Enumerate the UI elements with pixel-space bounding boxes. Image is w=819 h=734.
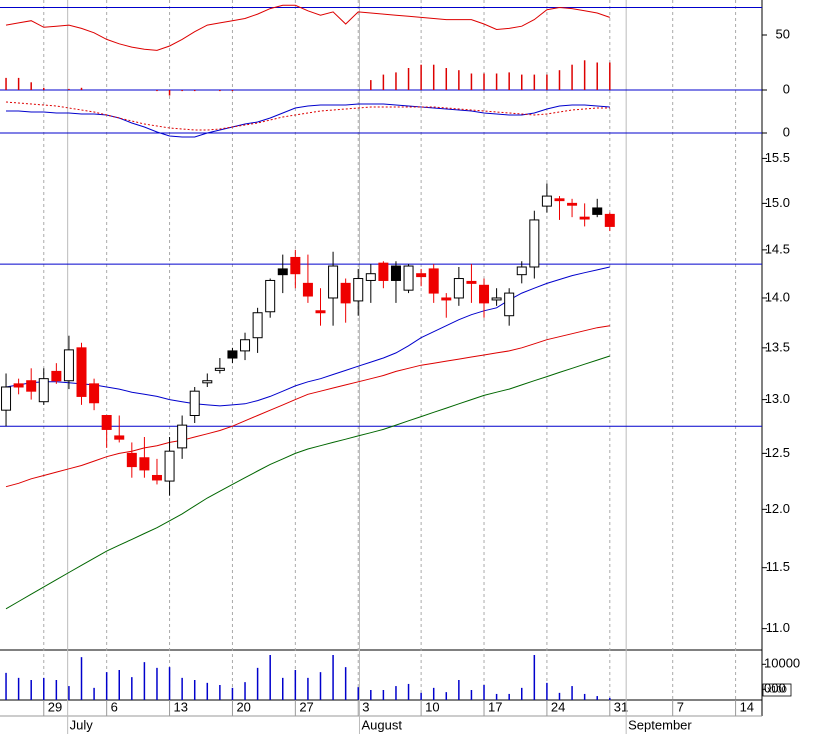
y-tick-label: 13.0	[765, 391, 790, 406]
indicator-line	[5, 4, 610, 51]
x-tick-label: 20	[236, 699, 250, 714]
candle-body	[89, 383, 100, 404]
candle-body	[416, 273, 427, 278]
candle-body	[529, 219, 540, 268]
x-tick-label: 29	[48, 699, 62, 714]
candle-body	[290, 256, 301, 275]
candle-body	[63, 349, 74, 382]
candle-body	[76, 347, 87, 397]
y-tick-label: 15.0	[765, 195, 790, 210]
candle-body	[353, 278, 364, 302]
x-tick-label: 3	[362, 699, 369, 714]
candle-body	[189, 390, 200, 417]
y-tick-label: 000	[764, 681, 786, 696]
x-tick-label: 10	[425, 699, 439, 714]
candle-body	[567, 202, 578, 206]
candle-body	[554, 198, 565, 202]
month-label: August	[361, 717, 402, 732]
x-tick-label: 6	[111, 699, 118, 714]
x-tick-label: 31	[614, 699, 628, 714]
candle-body	[177, 424, 188, 449]
multiplier-box	[762, 683, 792, 697]
candle-body	[604, 213, 615, 227]
candle-body	[504, 292, 515, 317]
candle-body	[1, 386, 12, 411]
candle-body	[516, 266, 527, 276]
y-tick-label: 0	[783, 124, 790, 139]
signal-line	[5, 101, 610, 131]
candle-body	[265, 279, 276, 313]
y-tick-label: 13.5	[765, 339, 790, 354]
candle-body	[592, 207, 603, 215]
y-tick-label: 14.5	[765, 241, 790, 256]
x-tick-label: 13	[174, 699, 188, 714]
x-tick-label: 7	[677, 699, 684, 714]
candle-body	[139, 457, 150, 471]
y-tick-label: 50	[776, 26, 790, 41]
candle-body	[38, 378, 49, 403]
candle-body	[491, 297, 502, 301]
y-tick-label: 12.5	[765, 445, 790, 460]
candle-body	[13, 383, 24, 388]
candle-body	[403, 265, 414, 291]
candle-body	[428, 268, 439, 294]
y-tick-label: 11.5	[766, 559, 790, 574]
candle-body	[252, 312, 263, 339]
multiplier-label: x100	[767, 684, 787, 694]
month-label: July	[70, 717, 94, 732]
candle-body	[227, 350, 238, 359]
candle-body	[579, 216, 590, 220]
y-tick-label: 11.0	[766, 620, 790, 635]
candle-body	[51, 370, 62, 382]
candle-body	[441, 297, 452, 301]
candle-body	[340, 282, 351, 304]
candle-body	[453, 278, 464, 299]
x-tick-label: 27	[299, 699, 313, 714]
candle-body	[240, 339, 251, 352]
candle-body	[541, 195, 552, 207]
candle-body	[277, 268, 288, 276]
candle-body	[164, 450, 175, 482]
x-tick-label: 17	[488, 699, 502, 714]
candle-body	[302, 282, 313, 297]
candle-body	[315, 310, 326, 314]
x-tick-label: 14	[740, 699, 754, 714]
y-tick-label: 15.5	[765, 150, 790, 165]
month-label: September	[628, 717, 692, 732]
candle-body	[479, 284, 490, 304]
candle-body	[328, 265, 339, 299]
candle-body	[101, 415, 112, 430]
y-tick-label: 12.0	[765, 501, 790, 516]
y-tick-label: 10000	[764, 656, 800, 671]
y-tick-label: 0	[783, 81, 790, 96]
candle-body	[202, 380, 213, 384]
candle-body	[26, 380, 37, 392]
indicator-line	[5, 355, 610, 610]
candle-body	[466, 280, 477, 284]
indicator-line	[5, 325, 610, 488]
candle-body	[390, 265, 401, 281]
candle-body	[378, 262, 389, 281]
candle-body	[126, 452, 137, 468]
x-tick-label: 24	[551, 699, 565, 714]
y-tick-label: 14.0	[765, 289, 790, 304]
candle-body	[151, 474, 162, 481]
candle-body	[214, 367, 225, 371]
candle-body	[114, 435, 125, 440]
candle-body	[365, 273, 376, 281]
